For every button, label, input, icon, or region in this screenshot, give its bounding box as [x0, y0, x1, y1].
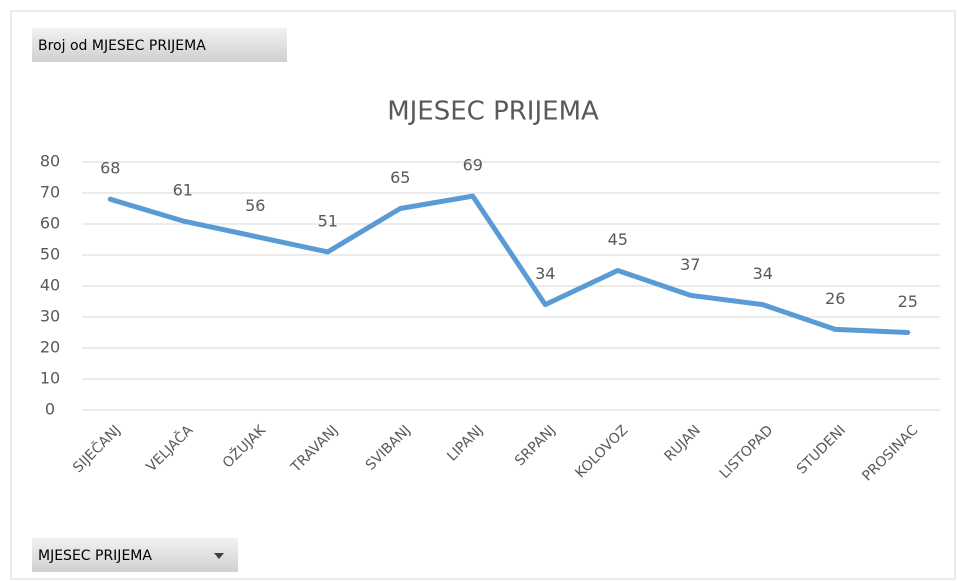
data-label: 56 — [245, 196, 265, 215]
y-tick-label: 40 — [40, 276, 60, 295]
y-tick-label: 80 — [40, 152, 60, 171]
y-tick-label: 0 — [45, 400, 55, 419]
data-label: 45 — [608, 230, 628, 249]
data-label: 68 — [100, 159, 120, 178]
value-field-label: Broj od MJESEC PRIJEMA — [38, 38, 206, 54]
axis-field-button[interactable] — [32, 538, 238, 572]
data-label: 61 — [173, 180, 193, 199]
data-label: 65 — [390, 168, 410, 187]
data-label: 34 — [753, 264, 773, 283]
line-series — [107, 193, 911, 335]
data-label: 37 — [680, 255, 700, 274]
data-label: 25 — [898, 292, 918, 311]
value-field-button[interactable] — [32, 28, 287, 62]
dropdown-arrow[interactable] — [214, 553, 224, 559]
y-tick-label: 50 — [40, 245, 60, 264]
y-tick-label: 30 — [40, 307, 60, 326]
data-label: 69 — [463, 156, 483, 175]
y-tick-label: 70 — [40, 183, 60, 202]
y-tick-label: 20 — [40, 338, 60, 357]
y-tick-label: 10 — [40, 369, 60, 388]
data-label: 26 — [825, 289, 845, 308]
y-tick-label: 60 — [40, 214, 60, 233]
chart-title: MJESEC PRIJEMA — [387, 97, 599, 127]
data-label: 51 — [318, 211, 338, 230]
chart-area — [10, 10, 956, 580]
data-label: 34 — [535, 264, 555, 283]
axis-field-label: MJESEC PRIJEMA — [38, 548, 152, 564]
